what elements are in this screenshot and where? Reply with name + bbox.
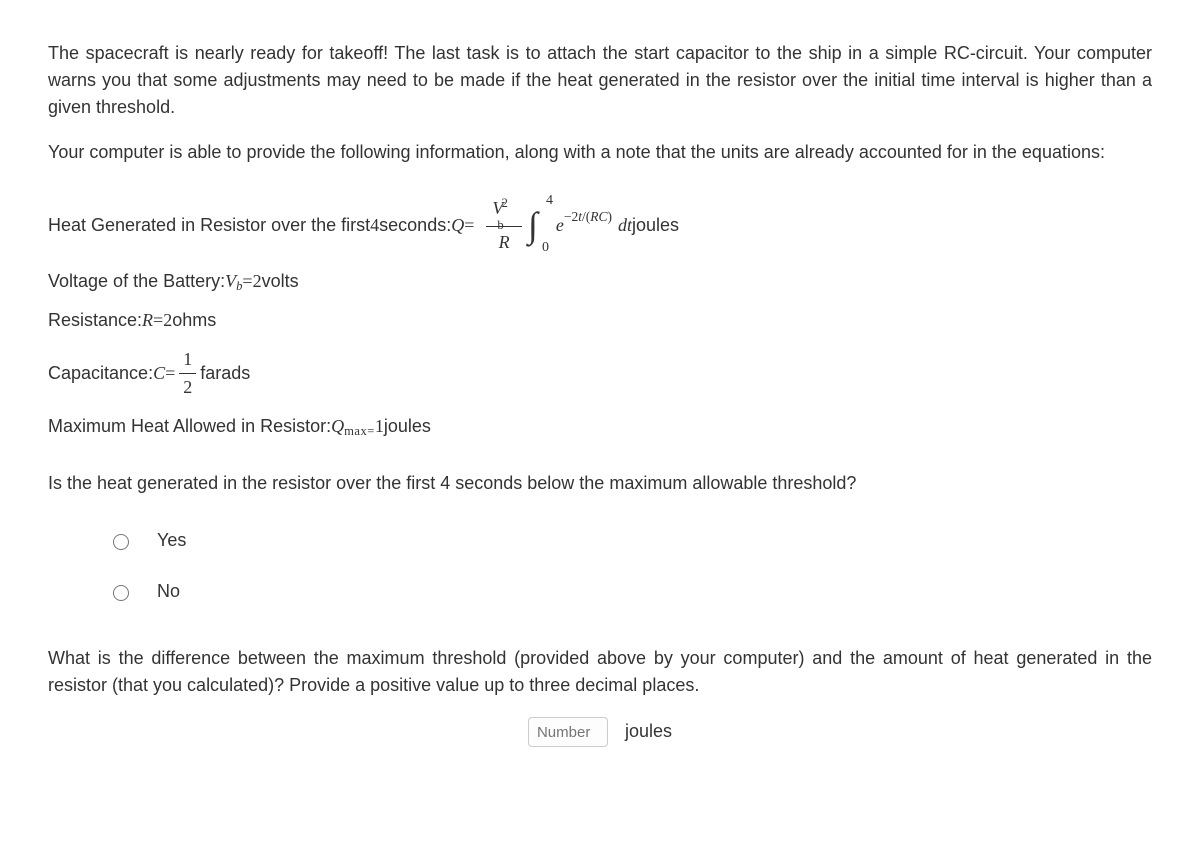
vb-sub: b (497, 218, 503, 232)
e-symbol: e (556, 215, 564, 235)
number-input[interactable] (528, 717, 608, 747)
heat-seconds: 4 (370, 212, 379, 239)
heat-label-prefix: Heat Generated in Resistor over the firs… (48, 212, 370, 239)
intro-paragraph-2: Your computer is able to provide the fol… (48, 139, 1152, 166)
radio-yes-input[interactable] (113, 534, 129, 550)
radio-group: Yes No (108, 527, 1152, 605)
exp-slash: /( (582, 209, 590, 224)
cap-den: 2 (179, 374, 196, 401)
radio-item-yes[interactable]: Yes (108, 527, 1152, 554)
equals-1: = (464, 212, 474, 239)
heat-label-suffix: seconds: (379, 212, 451, 239)
heat-formula-line: Heat Generated in Resistor over the firs… (48, 194, 1152, 256)
radio-item-no[interactable]: No (108, 578, 1152, 605)
cap-num: 1 (179, 346, 196, 374)
resistance-value: 2 (163, 307, 172, 334)
capacitance-equals: = (165, 360, 175, 387)
heat-units: joules (632, 212, 679, 239)
exp-rc: RC (590, 209, 607, 224)
max-heat-label: Maximum Heat Allowed in Resistor: (48, 413, 331, 440)
qmax-value: 1 (375, 413, 384, 440)
int-upper: 4 (546, 190, 553, 211)
dt: dt (618, 212, 632, 239)
radio-yes-label: Yes (157, 527, 186, 554)
exp-close: ) (607, 209, 612, 224)
resistance-symbol: R (142, 307, 153, 334)
capacitance-fraction: 1 2 (179, 346, 196, 401)
max-heat-line: Maximum Heat Allowed in Resistor: Qmax=1… (48, 413, 1152, 440)
q-symbol: Q (451, 212, 464, 239)
voltage-value: 2 (253, 268, 262, 295)
capacitance-units: farads (200, 360, 250, 387)
intro-paragraph-1: The spacecraft is nearly ready for takeo… (48, 40, 1152, 121)
resistance-units: ohms (172, 307, 216, 334)
answer-block: joules (48, 717, 1152, 747)
voltage-sub: b (236, 277, 242, 296)
voltage-label: Voltage of the Battery: (48, 268, 225, 295)
capacitance-line: Capacitance: C = 1 2 farads (48, 346, 1152, 401)
resistance-label: Resistance: (48, 307, 142, 334)
qmax-symbol: Q (331, 413, 344, 440)
int-lower: 0 (542, 237, 549, 258)
voltage-symbol: V (225, 268, 236, 295)
voltage-equals: = (242, 268, 252, 295)
question-2: What is the difference between the maxim… (48, 645, 1152, 699)
vb-power: 2 (502, 196, 508, 210)
qmax-sub: max= (344, 422, 375, 441)
resistance-equals: = (153, 307, 163, 334)
integral-symbol: ∫ 4 0 (528, 198, 538, 252)
capacitance-symbol: C (153, 360, 165, 387)
voltage-units: volts (262, 268, 299, 295)
exp-minus2: −2 (564, 209, 578, 224)
qmax-units: joules (384, 413, 431, 440)
radio-no-label: No (157, 578, 180, 605)
voltage-line: Voltage of the Battery: Vb = 2 volts (48, 268, 1152, 295)
question-1: Is the heat generated in the resistor ov… (48, 470, 1152, 497)
radio-no-input[interactable] (113, 585, 129, 601)
resistance-line: Resistance: R = 2 ohms (48, 307, 1152, 334)
answer-units: joules (625, 721, 672, 741)
capacitance-label: Capacitance: (48, 360, 153, 387)
vb2-over-r-fraction: Vb2 R (486, 194, 522, 256)
